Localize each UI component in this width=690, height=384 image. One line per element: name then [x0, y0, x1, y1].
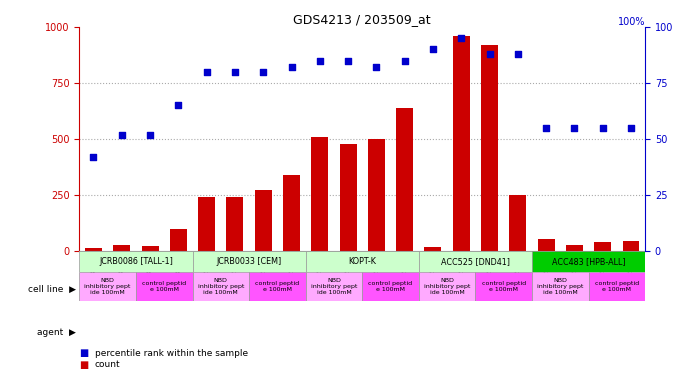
Bar [424, 247, 442, 251]
Bar [362, 271, 419, 301]
Bar [509, 195, 526, 251]
Text: NBD
inhibitory pept
ide 100mM: NBD inhibitory pept ide 100mM [424, 278, 471, 295]
Text: ■: ■ [79, 348, 88, 358]
Text: ACC483 [HPB-ALL]: ACC483 [HPB-ALL] [552, 257, 625, 266]
Point [343, 58, 354, 64]
Bar [453, 36, 470, 251]
Text: control peptid
e 100mM: control peptid e 100mM [482, 281, 526, 292]
Bar [594, 242, 611, 251]
Point [172, 102, 184, 108]
Bar [226, 197, 244, 251]
Text: control peptid
e 100mM: control peptid e 100mM [368, 281, 413, 292]
Point [569, 125, 580, 131]
Text: 100%: 100% [618, 17, 645, 27]
Point [484, 51, 495, 57]
Text: control peptid
e 100mM: control peptid e 100mM [595, 281, 639, 292]
Bar [113, 245, 130, 251]
Bar [193, 251, 306, 271]
Text: JCRB0086 [TALL-1]: JCRB0086 [TALL-1] [99, 257, 173, 266]
Point [88, 154, 99, 160]
Bar [306, 251, 419, 271]
Title: GDS4213 / 203509_at: GDS4213 / 203509_at [293, 13, 431, 26]
Point [626, 125, 637, 131]
Text: NBD
inhibitory pept
ide 100mM: NBD inhibitory pept ide 100mM [310, 278, 357, 295]
Bar [198, 197, 215, 251]
Bar [622, 241, 640, 251]
Bar [419, 271, 475, 301]
Bar [339, 144, 357, 251]
Bar [79, 251, 193, 271]
Text: cell line  ▶: cell line ▶ [28, 285, 76, 293]
Text: JCRB0033 [CEM]: JCRB0033 [CEM] [217, 257, 282, 266]
Bar [532, 251, 645, 271]
Point [428, 46, 439, 52]
Point [286, 64, 297, 70]
Bar [193, 271, 249, 301]
Point [371, 64, 382, 70]
Bar [255, 190, 272, 251]
Text: ACC525 [DND41]: ACC525 [DND41] [441, 257, 510, 266]
Point [400, 58, 411, 64]
Point [145, 131, 156, 137]
Bar [311, 137, 328, 251]
Point [456, 35, 467, 41]
Text: control peptid
e 100mM: control peptid e 100mM [142, 281, 186, 292]
Bar [170, 229, 187, 251]
Point [541, 125, 552, 131]
Bar [368, 139, 385, 251]
Text: ■: ■ [79, 360, 88, 370]
Point [201, 69, 213, 75]
Text: control peptid
e 100mM: control peptid e 100mM [255, 281, 299, 292]
Text: NBD
inhibitory pept
ide 100mM: NBD inhibitory pept ide 100mM [197, 278, 244, 295]
Bar [85, 248, 102, 251]
Bar [306, 271, 362, 301]
Bar [532, 271, 589, 301]
Point [258, 69, 269, 75]
Bar [475, 271, 532, 301]
Bar [589, 271, 645, 301]
Point [512, 51, 524, 57]
Bar [249, 271, 306, 301]
Bar [396, 108, 413, 251]
Bar [141, 246, 159, 251]
Bar [79, 271, 136, 301]
Point [230, 69, 241, 75]
Text: agent  ▶: agent ▶ [37, 328, 76, 337]
Text: NBD
inhibitory pept
ide 100mM: NBD inhibitory pept ide 100mM [537, 278, 584, 295]
Point [598, 125, 609, 131]
Point [315, 58, 326, 64]
Bar [538, 239, 555, 251]
Text: count: count [95, 360, 120, 369]
Text: percentile rank within the sample: percentile rank within the sample [95, 349, 248, 358]
Bar [566, 245, 583, 251]
Bar [481, 45, 498, 251]
Bar [283, 175, 300, 251]
Bar [419, 251, 532, 271]
Text: NBD
inhibitory pept
ide 100mM: NBD inhibitory pept ide 100mM [84, 278, 131, 295]
Point [116, 131, 128, 137]
Text: KOPT-K: KOPT-K [348, 257, 376, 266]
Bar [136, 271, 193, 301]
